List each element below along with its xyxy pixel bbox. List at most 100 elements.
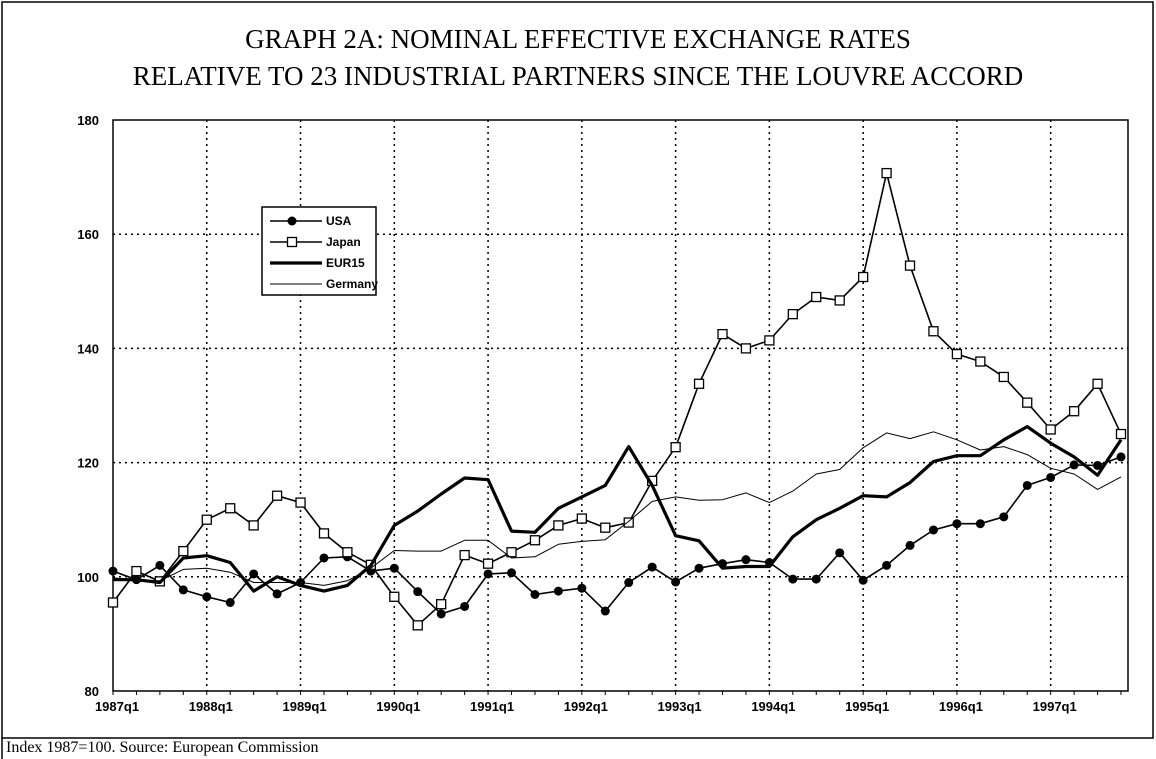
legend-label: EUR15 xyxy=(326,256,365,270)
marker xyxy=(693,378,705,389)
marker xyxy=(1116,452,1126,462)
marker xyxy=(248,520,259,531)
marker xyxy=(436,609,446,619)
x-tick-label: 1995q1 xyxy=(845,699,889,714)
marker xyxy=(1092,378,1103,389)
marker xyxy=(623,517,634,528)
marker xyxy=(529,535,541,546)
source-note: Index 1987=100. Source: European Commiss… xyxy=(6,739,319,756)
marker xyxy=(1045,424,1056,435)
marker xyxy=(600,522,611,533)
x-tick-label: 1996q1 xyxy=(939,699,983,714)
marker xyxy=(201,514,212,525)
marker xyxy=(460,601,470,611)
marker xyxy=(155,560,165,570)
marker xyxy=(1069,460,1079,470)
marker xyxy=(764,335,775,346)
x-tick-label: 1993q1 xyxy=(658,699,702,714)
x-tick-label: 1987q1 xyxy=(95,699,139,714)
marker xyxy=(107,597,119,608)
marker xyxy=(225,597,235,607)
marker xyxy=(670,442,681,453)
marker xyxy=(694,563,704,573)
marker xyxy=(788,574,798,584)
y-tick-label: 140 xyxy=(77,341,99,356)
x-tick-label: 1994q1 xyxy=(751,699,795,714)
marker xyxy=(459,549,470,561)
marker xyxy=(904,260,916,271)
marker xyxy=(553,586,563,596)
y-tick-label: 180 xyxy=(77,113,99,128)
marker xyxy=(577,583,587,593)
y-tick-label: 160 xyxy=(77,227,99,242)
marker xyxy=(928,525,938,535)
marker xyxy=(178,545,189,557)
plot-area xyxy=(112,119,1129,692)
marker xyxy=(905,540,915,550)
marker xyxy=(389,563,399,573)
marker xyxy=(286,236,298,248)
marker xyxy=(835,548,845,558)
marker xyxy=(952,519,962,529)
marker xyxy=(717,328,728,340)
marker xyxy=(319,553,329,563)
series-line xyxy=(112,431,1122,586)
marker xyxy=(1046,472,1056,482)
marker xyxy=(287,216,297,226)
marker xyxy=(624,578,634,588)
marker xyxy=(882,560,892,570)
marker xyxy=(389,591,400,602)
series-line xyxy=(113,425,1123,593)
x-tick-label: 1988q1 xyxy=(189,699,233,714)
marker xyxy=(1022,397,1033,408)
marker xyxy=(647,562,657,572)
series-line xyxy=(112,456,1122,615)
marker xyxy=(413,587,423,597)
marker xyxy=(530,590,540,600)
marker xyxy=(787,308,798,320)
marker xyxy=(225,503,236,514)
marker xyxy=(108,566,118,576)
marker xyxy=(178,585,188,595)
legend-label: Japan xyxy=(326,235,361,249)
marker xyxy=(202,592,212,602)
marker xyxy=(998,371,1009,383)
marker xyxy=(858,575,868,585)
marker xyxy=(436,599,447,610)
marker xyxy=(131,565,142,577)
x-tick-label: 1989q1 xyxy=(282,699,326,714)
chart-title: RELATIVE TO 23 INDUSTRIAL PARTNERS SINCE… xyxy=(133,61,1023,91)
marker xyxy=(249,569,259,579)
marker xyxy=(576,513,587,524)
marker xyxy=(482,558,494,569)
marker xyxy=(318,528,330,539)
marker xyxy=(834,295,845,306)
marker xyxy=(671,577,681,587)
chart-title: GRAPH 2A: NOMINAL EFFECTIVE EXCHANGE RAT… xyxy=(245,24,911,54)
marker xyxy=(881,167,892,179)
marker xyxy=(272,589,282,599)
y-tick-label: 120 xyxy=(77,456,99,471)
marker xyxy=(412,620,423,631)
marker xyxy=(1093,460,1103,470)
marker xyxy=(811,574,821,584)
x-tick-label: 1992q1 xyxy=(564,699,608,714)
marker xyxy=(741,555,751,565)
legend-label: Germany xyxy=(326,277,378,291)
marker xyxy=(1022,480,1032,490)
marker xyxy=(928,326,939,337)
marker xyxy=(975,519,985,529)
marker xyxy=(811,291,822,303)
y-tick-label: 100 xyxy=(77,570,99,585)
marker xyxy=(1115,428,1127,440)
legend-label: USA xyxy=(326,214,352,228)
y-tick-label: 80 xyxy=(85,684,99,699)
x-tick-label: 1997q1 xyxy=(1033,699,1077,714)
marker xyxy=(342,547,353,558)
marker xyxy=(951,348,963,360)
marker xyxy=(740,343,752,354)
marker xyxy=(975,356,986,367)
marker xyxy=(271,490,283,501)
